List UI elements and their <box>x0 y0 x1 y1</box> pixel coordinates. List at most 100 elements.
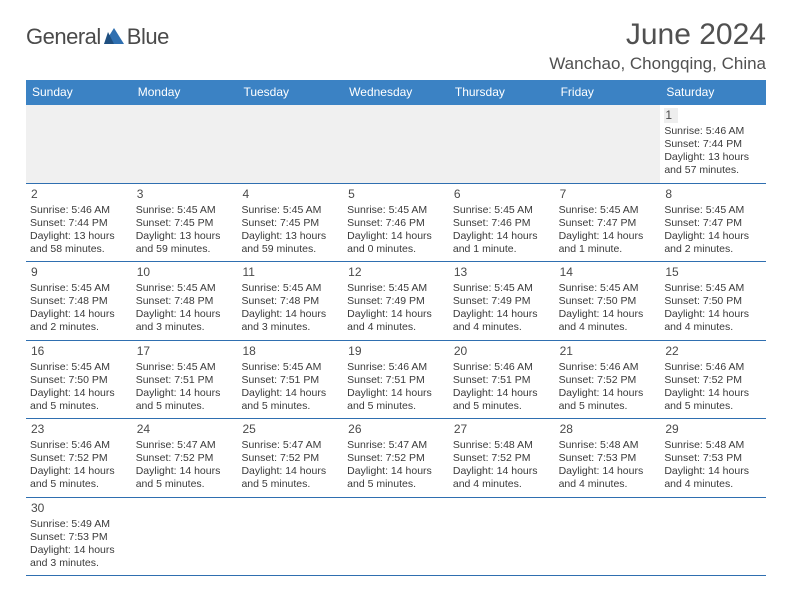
sunset-text: Sunset: 7:45 PM <box>136 217 234 230</box>
daylight-text: Daylight: 14 hours and 2 minutes. <box>664 230 762 256</box>
sunset-text: Sunset: 7:48 PM <box>241 295 339 308</box>
day-number: 18 <box>241 344 256 359</box>
day-number: 20 <box>453 344 468 359</box>
daylight-text: Daylight: 14 hours and 5 minutes. <box>347 387 445 413</box>
calendar-cell-empty <box>555 498 661 576</box>
sunrise-text: Sunrise: 5:45 AM <box>453 282 551 295</box>
day-number: 14 <box>559 265 574 280</box>
calendar: Sunday Monday Tuesday Wednesday Thursday… <box>26 80 766 576</box>
sunrise-text: Sunrise: 5:45 AM <box>30 282 128 295</box>
daylight-text: Daylight: 14 hours and 4 minutes. <box>664 465 762 491</box>
day-number: 28 <box>559 422 574 437</box>
sunset-text: Sunset: 7:47 PM <box>664 217 762 230</box>
sunrise-text: Sunrise: 5:46 AM <box>559 361 657 374</box>
calendar-cell: 2Sunrise: 5:46 AMSunset: 7:44 PMDaylight… <box>26 184 132 262</box>
calendar-cell: 23Sunrise: 5:46 AMSunset: 7:52 PMDayligh… <box>26 419 132 497</box>
day-number: 24 <box>136 422 151 437</box>
weekday-heading: Monday <box>132 80 238 105</box>
calendar-cell-empty <box>132 105 238 183</box>
header: General Blue June 2024 Wanchao, Chongqin… <box>26 18 766 74</box>
calendar-cell: 19Sunrise: 5:46 AMSunset: 7:51 PMDayligh… <box>343 341 449 419</box>
calendar-row: 16Sunrise: 5:45 AMSunset: 7:50 PMDayligh… <box>26 341 766 420</box>
daylight-text: Daylight: 14 hours and 4 minutes. <box>453 308 551 334</box>
calendar-cell: 15Sunrise: 5:45 AMSunset: 7:50 PMDayligh… <box>660 262 766 340</box>
sunset-text: Sunset: 7:50 PM <box>30 374 128 387</box>
calendar-cell: 14 Sunrise: 5:45 AMSunset: 7:50 PMDayligh… <box>555 262 661 340</box>
day-number: 4 <box>241 187 255 202</box>
day-number: 15 <box>664 265 679 280</box>
weekday-heading: Friday <box>555 80 661 105</box>
calendar-row: 2Sunrise: 5:46 AMSunset: 7:44 PMDaylight… <box>26 184 766 263</box>
sunrise-text: Sunrise: 5:46 AM <box>347 361 445 374</box>
calendar-cell: 1Sunrise: 5:46 AMSunset: 7:44 PMDaylight… <box>660 105 766 183</box>
sunrise-text: Sunrise: 5:45 AM <box>241 361 339 374</box>
calendar-cell-empty <box>449 105 555 183</box>
sunrise-text: Sunrise: 5:45 AM <box>559 204 657 217</box>
sunset-text: Sunset: 7:44 PM <box>664 138 762 151</box>
calendar-cell: 27Sunrise: 5:48 AMSunset: 7:52 PMDayligh… <box>449 419 555 497</box>
daylight-text: Daylight: 14 hours and 5 minutes. <box>136 465 234 491</box>
daylight-text: Daylight: 13 hours and 59 minutes. <box>241 230 339 256</box>
daylight-text: Daylight: 13 hours and 59 minutes. <box>136 230 234 256</box>
calendar-cell-empty <box>237 498 343 576</box>
sunrise-text: Sunrise: 5:49 AM <box>30 518 128 531</box>
sunrise-text: Sunrise: 5:45 AM <box>136 204 234 217</box>
sunset-text: Sunset: 7:49 PM <box>453 295 551 308</box>
calendar-row: 23Sunrise: 5:46 AMSunset: 7:52 PMDayligh… <box>26 419 766 498</box>
sunset-text: Sunset: 7:50 PM <box>559 295 657 308</box>
daylight-text: Daylight: 14 hours and 5 minutes. <box>30 387 128 413</box>
sunrise-text: Sunrise: 5:47 AM <box>136 439 234 452</box>
day-number: 8 <box>664 187 678 202</box>
day-number: 25 <box>241 422 256 437</box>
day-number: 21 <box>559 344 574 359</box>
calendar-cell: 6Sunrise: 5:45 AMSunset: 7:46 PMDaylight… <box>449 184 555 262</box>
sunset-text: Sunset: 7:44 PM <box>30 217 128 230</box>
weekday-heading: Saturday <box>660 80 766 105</box>
sunset-text: Sunset: 7:52 PM <box>559 374 657 387</box>
calendar-cell: 5Sunrise: 5:45 AMSunset: 7:46 PMDaylight… <box>343 184 449 262</box>
sunset-text: Sunset: 7:52 PM <box>136 452 234 465</box>
sunrise-text: Sunrise: 5:48 AM <box>453 439 551 452</box>
sunset-text: Sunset: 7:49 PM <box>347 295 445 308</box>
sunset-text: Sunset: 7:51 PM <box>241 374 339 387</box>
sunset-text: Sunset: 7:52 PM <box>664 374 762 387</box>
sunrise-text: Sunrise: 5:48 AM <box>664 439 762 452</box>
daylight-text: Daylight: 14 hours and 4 minutes. <box>559 308 657 334</box>
calendar-cell: 13 Sunrise: 5:45 AMSunset: 7:49 PMDayligh… <box>449 262 555 340</box>
daylight-text: Daylight: 14 hours and 5 minutes. <box>347 465 445 491</box>
sunset-text: Sunset: 7:52 PM <box>347 452 445 465</box>
calendar-cell: 11Sunrise: 5:45 AMSunset: 7:48 PMDayligh… <box>237 262 343 340</box>
sunset-text: Sunset: 7:52 PM <box>453 452 551 465</box>
day-number: 22 <box>664 344 679 359</box>
daylight-text: Daylight: 14 hours and 4 minutes. <box>559 465 657 491</box>
calendar-cell-empty <box>660 498 766 576</box>
sunset-text: Sunset: 7:45 PM <box>241 217 339 230</box>
sunrise-text: Sunrise: 5:45 AM <box>559 282 657 295</box>
sunset-text: Sunset: 7:46 PM <box>347 217 445 230</box>
flag-icon <box>104 26 124 49</box>
calendar-cell: 16Sunrise: 5:45 AMSunset: 7:50 PMDayligh… <box>26 341 132 419</box>
day-number: 10 <box>136 265 151 280</box>
calendar-cell: 9Sunrise: 5:45 AMSunset: 7:48 PMDaylight… <box>26 262 132 340</box>
daylight-text: Daylight: 14 hours and 5 minutes. <box>30 465 128 491</box>
sunset-text: Sunset: 7:53 PM <box>559 452 657 465</box>
daylight-text: Daylight: 14 hours and 1 minute. <box>559 230 657 256</box>
daylight-text: Daylight: 14 hours and 5 minutes. <box>559 387 657 413</box>
sunset-text: Sunset: 7:51 PM <box>453 374 551 387</box>
calendar-header-row: Sunday Monday Tuesday Wednesday Thursday… <box>26 80 766 105</box>
day-number: 1 <box>664 108 678 123</box>
day-number: 26 <box>347 422 362 437</box>
sunrise-text: Sunrise: 5:46 AM <box>30 204 128 217</box>
daylight-text: Daylight: 14 hours and 1 minute. <box>453 230 551 256</box>
logo-text-gray: General <box>26 24 101 50</box>
calendar-cell-empty <box>449 498 555 576</box>
sunset-text: Sunset: 7:53 PM <box>664 452 762 465</box>
sunrise-text: Sunrise: 5:45 AM <box>136 361 234 374</box>
calendar-cell: 12Sunrise: 5:45 AMSunset: 7:49 PMDayligh… <box>343 262 449 340</box>
calendar-row: 9Sunrise: 5:45 AMSunset: 7:48 PMDaylight… <box>26 262 766 341</box>
sunset-text: Sunset: 7:52 PM <box>241 452 339 465</box>
sunrise-text: Sunrise: 5:45 AM <box>347 282 445 295</box>
day-number: 13 <box>453 265 468 280</box>
sunset-text: Sunset: 7:51 PM <box>347 374 445 387</box>
daylight-text: Daylight: 14 hours and 5 minutes. <box>136 387 234 413</box>
